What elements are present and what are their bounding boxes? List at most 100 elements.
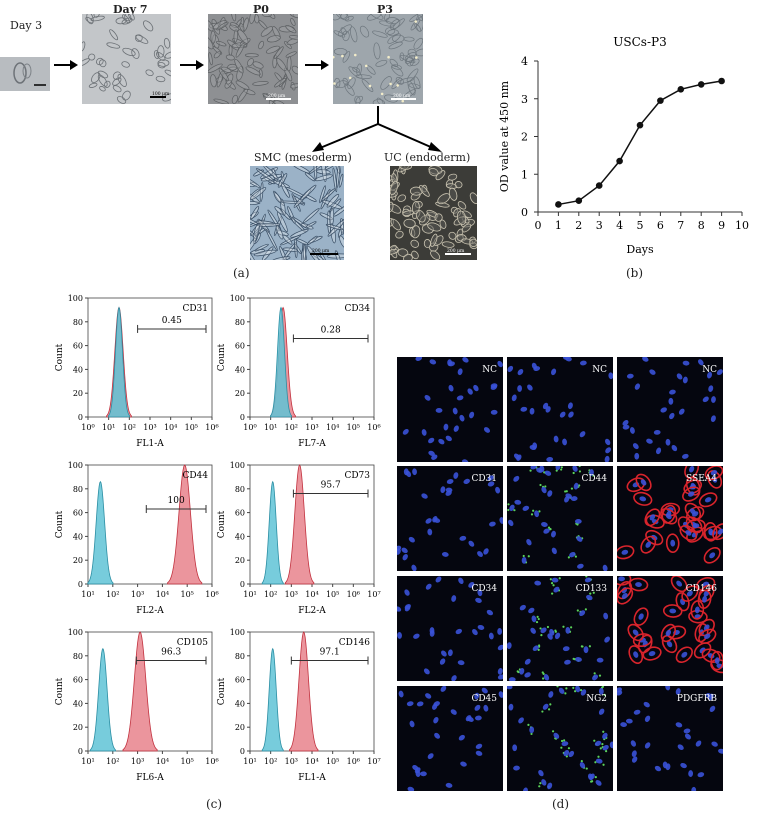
marker-label: CD31 [182, 304, 208, 314]
y-tick-label: 0 [240, 580, 245, 589]
y-tick-label: 20 [235, 556, 245, 565]
if-marker-label: NC [592, 365, 607, 375]
y-tick-label: 100 [230, 294, 245, 303]
if-marker-label: CD31 [471, 474, 497, 484]
if-image-ssea4: SSEA4 [617, 466, 723, 571]
x-tick-label: 10² [264, 590, 277, 599]
y-tick-label: 80 [73, 318, 83, 327]
stage-label-p0: P0 [253, 3, 269, 16]
marker-label: CD146 [339, 638, 371, 648]
data-point [697, 81, 705, 88]
y-axis-label: Count [217, 677, 227, 705]
caption-a: (a) [233, 266, 250, 280]
x-tick-label: 10⁵ [326, 590, 339, 599]
if-marker-label: CD44 [581, 474, 607, 484]
y-axis-label: Count [55, 343, 65, 371]
y-tick-label: 40 [73, 365, 83, 374]
x-tick-label: 10⁴ [156, 757, 169, 766]
y-tick-label: 100 [230, 628, 245, 637]
sample-histogram [167, 464, 203, 585]
control-histogram [108, 306, 130, 418]
if-marker-label: PDGFRB [677, 694, 717, 704]
y-tick-label: 100 [68, 461, 83, 470]
x-tick-label: 3 [596, 219, 603, 232]
y-tick-label: 40 [73, 699, 83, 708]
y-axis-label: Count [217, 343, 227, 371]
data-point [657, 97, 664, 104]
if-image-nc: NC [507, 357, 613, 462]
y-axis-label: OD value at 450 nm [498, 80, 511, 192]
control-histogram [89, 647, 116, 752]
x-tick-label: 10⁶ [205, 757, 218, 766]
branch-arrows-icon [312, 106, 442, 152]
x-tick-label: 10¹ [264, 423, 277, 432]
arrow-icon [305, 60, 329, 70]
marker-label: CD34 [344, 304, 370, 314]
gate-percentage: 0.45 [162, 316, 182, 326]
data-point [677, 86, 685, 93]
caption-d: (d) [552, 797, 570, 811]
x-tick-label: 10⁶ [347, 590, 360, 599]
x-tick-label: 10² [285, 423, 298, 432]
x-tick-label: 10⁶ [347, 757, 360, 766]
y-axis-label: Count [55, 510, 65, 538]
flow-histogram-cd146: 0 20 40 60 80 100 10¹ 10² 10³ 10⁴ 10⁵ 10⁶ 10⁷ FL1-A Co… [217, 628, 381, 783]
y-tick-label: 40 [73, 532, 83, 541]
x-tick-label: 10¹ [102, 423, 115, 432]
if-image-nc: NC [617, 357, 723, 462]
data-point [575, 197, 583, 204]
y-tick-label: 20 [235, 389, 245, 398]
x-tick-label: 10 [735, 219, 749, 232]
if-marker-label: NG2 [586, 694, 607, 704]
stage-label-day7: Day 7 [113, 3, 148, 16]
micrograph-day3 [0, 57, 50, 91]
x-tick-label: 10² [123, 423, 136, 432]
x-tick-label: 10⁵ [181, 590, 194, 599]
x-tick-label: 10⁴ [326, 423, 339, 432]
y-tick-label: 0 [240, 747, 245, 756]
y-tick-label: 80 [235, 485, 245, 494]
y-tick-label: 4 [521, 55, 528, 68]
x-tick-label: 10³ [285, 757, 298, 766]
plot-frame [87, 464, 213, 585]
x-tick-label: 10¹ [81, 590, 94, 599]
scale-bar-label: 100 μm [152, 91, 170, 97]
if-marker-label: CD146 [686, 584, 718, 594]
flow-histogram-cd31: 0 20 40 60 80 100 10⁰ 10¹ 10² 10³ 10⁴ 10⁵ 10⁶ FL1-A Co… [55, 294, 219, 449]
y-tick-label: 80 [73, 485, 83, 494]
x-tick-label: 2 [575, 219, 582, 232]
x-axis-label: FL7-A [298, 439, 326, 449]
scale-bar-label: 200 μm [268, 93, 286, 99]
x-tick-label: 10⁶ [205, 590, 218, 599]
y-tick-label: 20 [73, 389, 83, 398]
gate-percentage: 0.28 [321, 325, 341, 335]
y-tick-label: 2 [521, 131, 528, 144]
x-tick-label: 10³ [131, 757, 144, 766]
micrograph-p3: 200 μm [333, 14, 423, 104]
if-image-pdgfrb: PDGFRB [617, 686, 723, 791]
x-axis-label: FL2-A [298, 606, 326, 616]
data-point [636, 121, 644, 129]
y-tick-label: 20 [73, 723, 83, 732]
data-point [555, 201, 562, 208]
x-tick-label: 10⁵ [185, 423, 198, 432]
flow-histogram-cd34: 0 20 40 60 80 100 10⁰ 10¹ 10² 10³ 10⁴ 10⁵ 10⁶ FL7-A Co… [217, 294, 381, 449]
x-tick-label: 10¹ [81, 757, 94, 766]
x-tick-label: 4 [616, 219, 623, 232]
x-tick-label: 10⁷ [367, 590, 380, 599]
marker-label: CD73 [344, 471, 370, 481]
x-tick-label: 7 [677, 219, 684, 232]
data-point [616, 157, 623, 165]
control-histogram [87, 480, 114, 585]
if-image-cd31: CD31 [397, 466, 503, 571]
x-tick-label: 6 [657, 219, 664, 232]
x-tick-label: 10² [106, 757, 119, 766]
x-tick-label: 10⁴ [164, 423, 177, 432]
x-tick-label: 0 [535, 219, 542, 232]
y-tick-label: 60 [235, 509, 245, 518]
y-tick-label: 60 [235, 342, 245, 351]
y-tick-label: 60 [73, 342, 83, 351]
y-tick-label: 100 [230, 461, 245, 470]
sample-histogram [289, 631, 319, 752]
x-tick-label: 10⁴ [156, 590, 169, 599]
